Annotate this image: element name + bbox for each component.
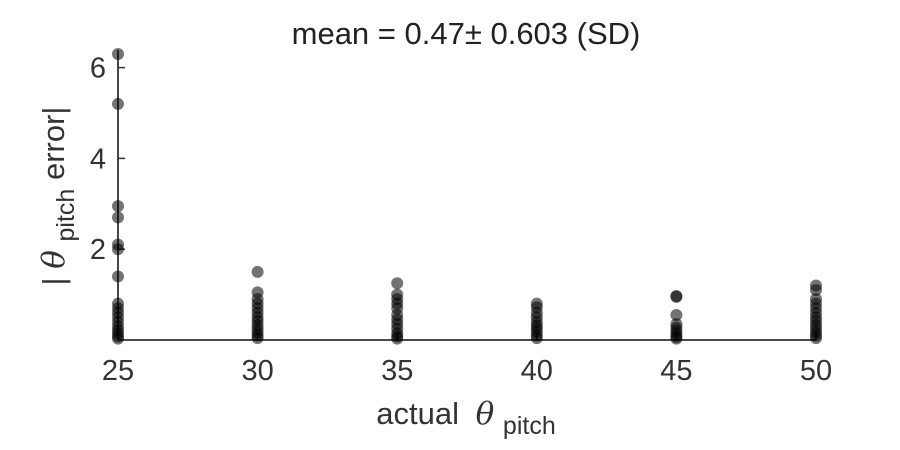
data-point [670, 332, 683, 345]
data-point [112, 97, 124, 110]
y-axis-label: | θ pitch error| [36, 107, 81, 286]
y-tick-label: 2 [90, 234, 106, 266]
data-point [112, 270, 124, 283]
x-tick-label: 25 [102, 355, 134, 387]
x-tick-label: 50 [800, 355, 832, 387]
data-point [391, 332, 404, 345]
data-point [810, 332, 822, 345]
data-point [670, 309, 683, 322]
y-axis-label-prefix: | [36, 277, 71, 285]
data-point [112, 48, 124, 60]
y-tick-label: 6 [90, 53, 106, 85]
y-axis-label-suffix: error| [36, 107, 71, 181]
x-tick-label: 35 [381, 355, 413, 387]
data-point [251, 265, 264, 278]
data-point [391, 277, 404, 290]
x-ticks: 25 30 35 40 45 50 [102, 333, 832, 387]
x-axis-label-symbol: θ [476, 396, 495, 432]
x-axis-label-subscript: pitch [503, 412, 556, 440]
x-tick-label: 45 [660, 355, 692, 387]
data-point [530, 332, 543, 345]
axes [117, 50, 816, 341]
x-tick-label: 30 [241, 355, 273, 387]
data-point [670, 290, 683, 303]
data-point [251, 332, 264, 345]
y-axis-label-subscript: pitch [52, 189, 80, 242]
x-axis-label: actual θ pitch [376, 396, 555, 440]
x-tick-label: 40 [521, 355, 553, 387]
data-point [112, 200, 124, 213]
y-ticks: 2 4 6 [90, 53, 125, 266]
y-tick-label: 4 [90, 143, 106, 175]
data-point [112, 243, 124, 256]
chart-title: mean = 0.47± 0.603 (SD) [292, 16, 641, 51]
data-point [112, 211, 124, 224]
data-point [112, 332, 124, 345]
x-axis-label-text: actual [376, 396, 459, 431]
y-axis-label-symbol: θ [36, 250, 72, 269]
data-point [810, 284, 822, 297]
data-points [112, 48, 822, 345]
